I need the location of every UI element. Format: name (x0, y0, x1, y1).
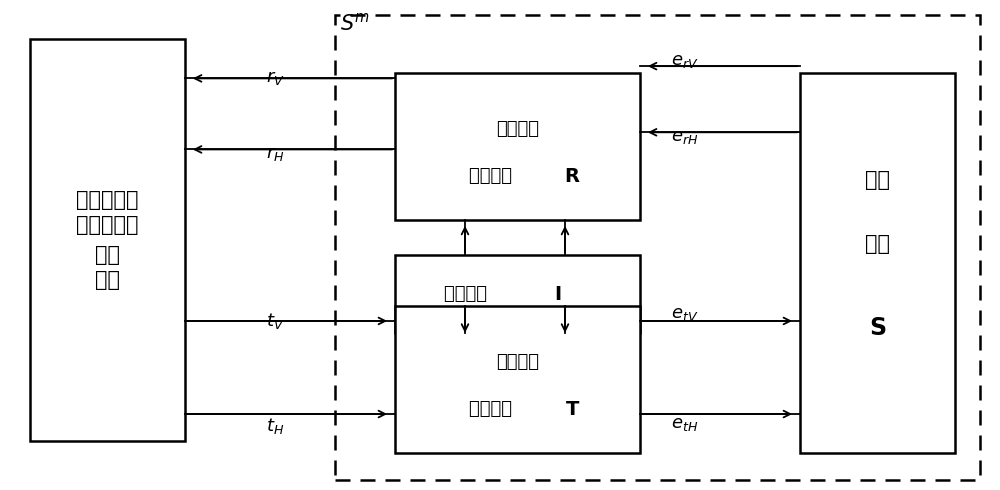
Text: $\mathbf{T}$: $\mathbf{T}$ (565, 400, 580, 418)
Text: $\mathbf{S}$: $\mathbf{S}$ (869, 316, 886, 340)
Bar (30, 39, 185, 441)
Text: $\mathbf{I}$: $\mathbf{I}$ (554, 285, 561, 303)
Text: 目标: 目标 (865, 234, 890, 254)
Text: $\mathbf{R}$: $\mathbf{R}$ (564, 167, 581, 186)
Text: 设备: 设备 (95, 270, 120, 290)
Text: $e_{rH}$: $e_{rH}$ (671, 128, 699, 146)
Bar (395, 255, 640, 333)
Text: $r_H$: $r_H$ (266, 146, 284, 163)
Text: $t_H$: $t_H$ (266, 416, 284, 436)
Text: $r_V$: $r_V$ (266, 70, 284, 87)
Text: $e_{rV}$: $e_{rV}$ (671, 52, 699, 70)
Bar (335, 15, 980, 480)
Bar (395, 306, 640, 453)
Text: 接收通道: 接收通道 (496, 121, 539, 138)
Text: $e_{tV}$: $e_{tV}$ (671, 305, 699, 322)
Text: 背景杂波: 背景杂波 (444, 285, 493, 303)
Text: $e_{tH}$: $e_{tH}$ (671, 415, 699, 433)
Text: 传输矩阵: 传输矩阵 (469, 400, 518, 418)
Text: 发射和接收
设备: 发射和接收 设备 (76, 215, 139, 265)
Text: $S^{m}$: $S^{m}$ (340, 12, 370, 34)
Text: 待测: 待测 (865, 170, 890, 190)
Text: 发射通道: 发射通道 (496, 353, 539, 371)
Bar (395, 74, 640, 221)
Text: 传输矩阵: 传输矩阵 (469, 168, 518, 185)
Text: 发射和接收: 发射和接收 (76, 190, 139, 210)
Text: $t_V$: $t_V$ (266, 311, 284, 331)
Bar (800, 74, 955, 453)
